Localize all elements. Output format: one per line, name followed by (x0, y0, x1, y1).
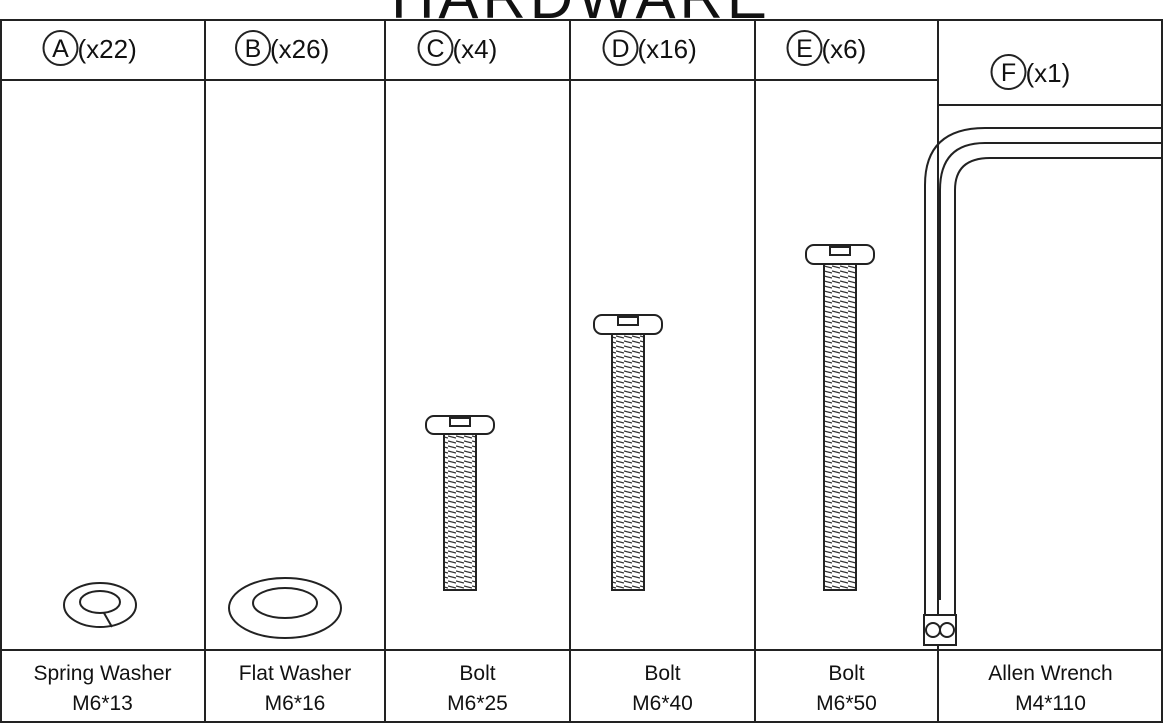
spring-washer-drawing (64, 583, 136, 627)
item-size: M6*13 (72, 692, 133, 715)
item-size: M6*25 (447, 692, 508, 715)
item-name: Bolt (459, 662, 495, 685)
table-grid (0, 20, 1163, 723)
flat-washer-drawing (229, 578, 341, 638)
allen-wrench-drawing (924, 128, 1163, 645)
title: HARDWARE (391, 0, 771, 31)
item-name: Flat Washer (239, 662, 351, 685)
bolt-c-drawing (426, 416, 494, 590)
item-quantity: (x26) (270, 34, 329, 64)
item-letter: E (796, 35, 813, 63)
item-quantity: (x4) (453, 34, 498, 64)
item-quantity: (x1) (1026, 58, 1071, 88)
bolt-d-drawing (594, 315, 662, 590)
item-size: M6*16 (265, 692, 326, 715)
item-letter: B (245, 35, 262, 63)
item-letter: C (426, 35, 444, 63)
item-letter: F (1001, 59, 1016, 87)
item-size: M6*40 (632, 692, 693, 715)
item-letter: D (611, 35, 629, 63)
bolt-e-drawing (806, 245, 874, 590)
hardware-sheet: HARDWARE (0, 0, 1163, 723)
item-size: M4*110 (1015, 692, 1086, 715)
item-name: Bolt (644, 662, 680, 685)
item-name: Bolt (828, 662, 864, 685)
item-size: M6*50 (816, 692, 877, 715)
item-name: Allen Wrench (988, 662, 1113, 685)
item-quantity: (x6) (822, 34, 867, 64)
item-letter: A (52, 35, 69, 63)
item-quantity: (x22) (78, 34, 137, 64)
item-name: Spring Washer (33, 662, 171, 685)
item-quantity: (x16) (638, 34, 697, 64)
